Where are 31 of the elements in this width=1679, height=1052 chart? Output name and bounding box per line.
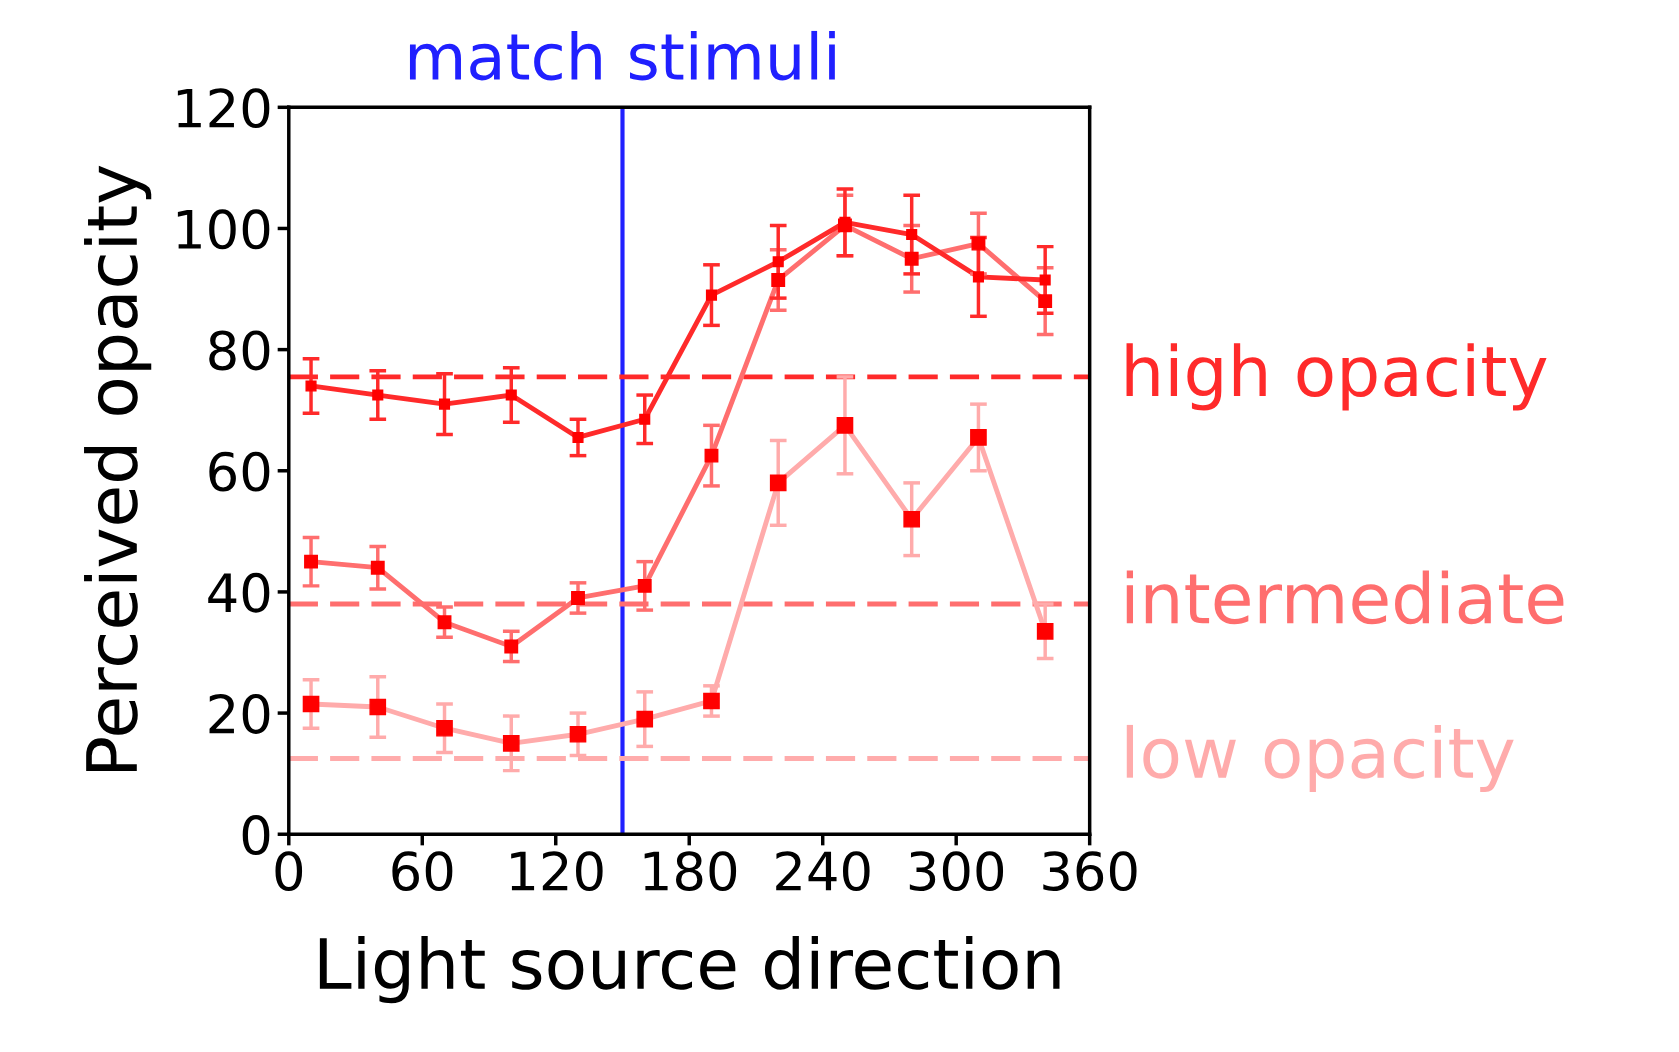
x-tick-label: 300 (909, 851, 1004, 892)
y-tick-label: 80 (209, 330, 270, 371)
point (438, 398, 451, 410)
y-axis-title: Perceived opacity (84, 165, 152, 772)
ref-line-label: low opacity (1126, 724, 1514, 793)
point (305, 380, 317, 392)
point (572, 431, 584, 444)
point (372, 389, 384, 401)
x-axis-title: Light source direction (319, 936, 1060, 1004)
y-tick-label: 40 (208, 572, 270, 613)
point (705, 289, 718, 301)
x-tick-label: 60 (392, 851, 453, 892)
y-tick-label: 60 (209, 451, 270, 492)
ref-line-label: high opacity (1126, 343, 1547, 411)
y-tick-label: 120 (177, 88, 270, 129)
point (906, 228, 918, 241)
ref-line-label: intermediate (1126, 570, 1564, 625)
ref-line-label: match stimuli (409, 30, 835, 81)
x-tick-label: 360 (1043, 851, 1137, 892)
point (1039, 274, 1051, 286)
x-tick-label: 0 (275, 851, 303, 892)
point (772, 256, 784, 268)
point (505, 389, 517, 401)
point (639, 413, 651, 425)
y-tick-label: 0 (242, 815, 270, 856)
x-tick-label: 240 (776, 851, 870, 892)
x-tick-label: 180 (644, 851, 737, 892)
x-tick-label: 120 (511, 851, 603, 892)
point (972, 271, 984, 283)
y-tick-label: 20 (209, 693, 270, 734)
y-tick-label: 100 (177, 209, 270, 250)
